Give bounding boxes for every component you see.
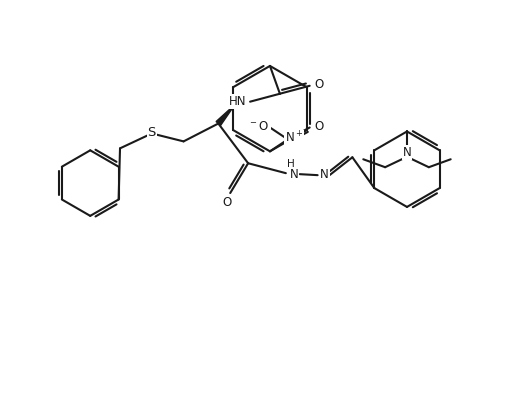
Text: N: N (289, 168, 298, 181)
Text: O: O (223, 197, 232, 210)
Text: O: O (314, 78, 323, 91)
Text: O: O (314, 120, 323, 133)
Text: $^-$O: $^-$O (249, 120, 270, 133)
Text: N: N (320, 168, 329, 181)
Text: H: H (287, 159, 295, 169)
Polygon shape (216, 107, 233, 125)
Text: S: S (148, 126, 156, 139)
Text: HN: HN (229, 95, 246, 108)
Text: N$^+$: N$^+$ (285, 131, 303, 146)
Text: N: N (403, 146, 411, 159)
